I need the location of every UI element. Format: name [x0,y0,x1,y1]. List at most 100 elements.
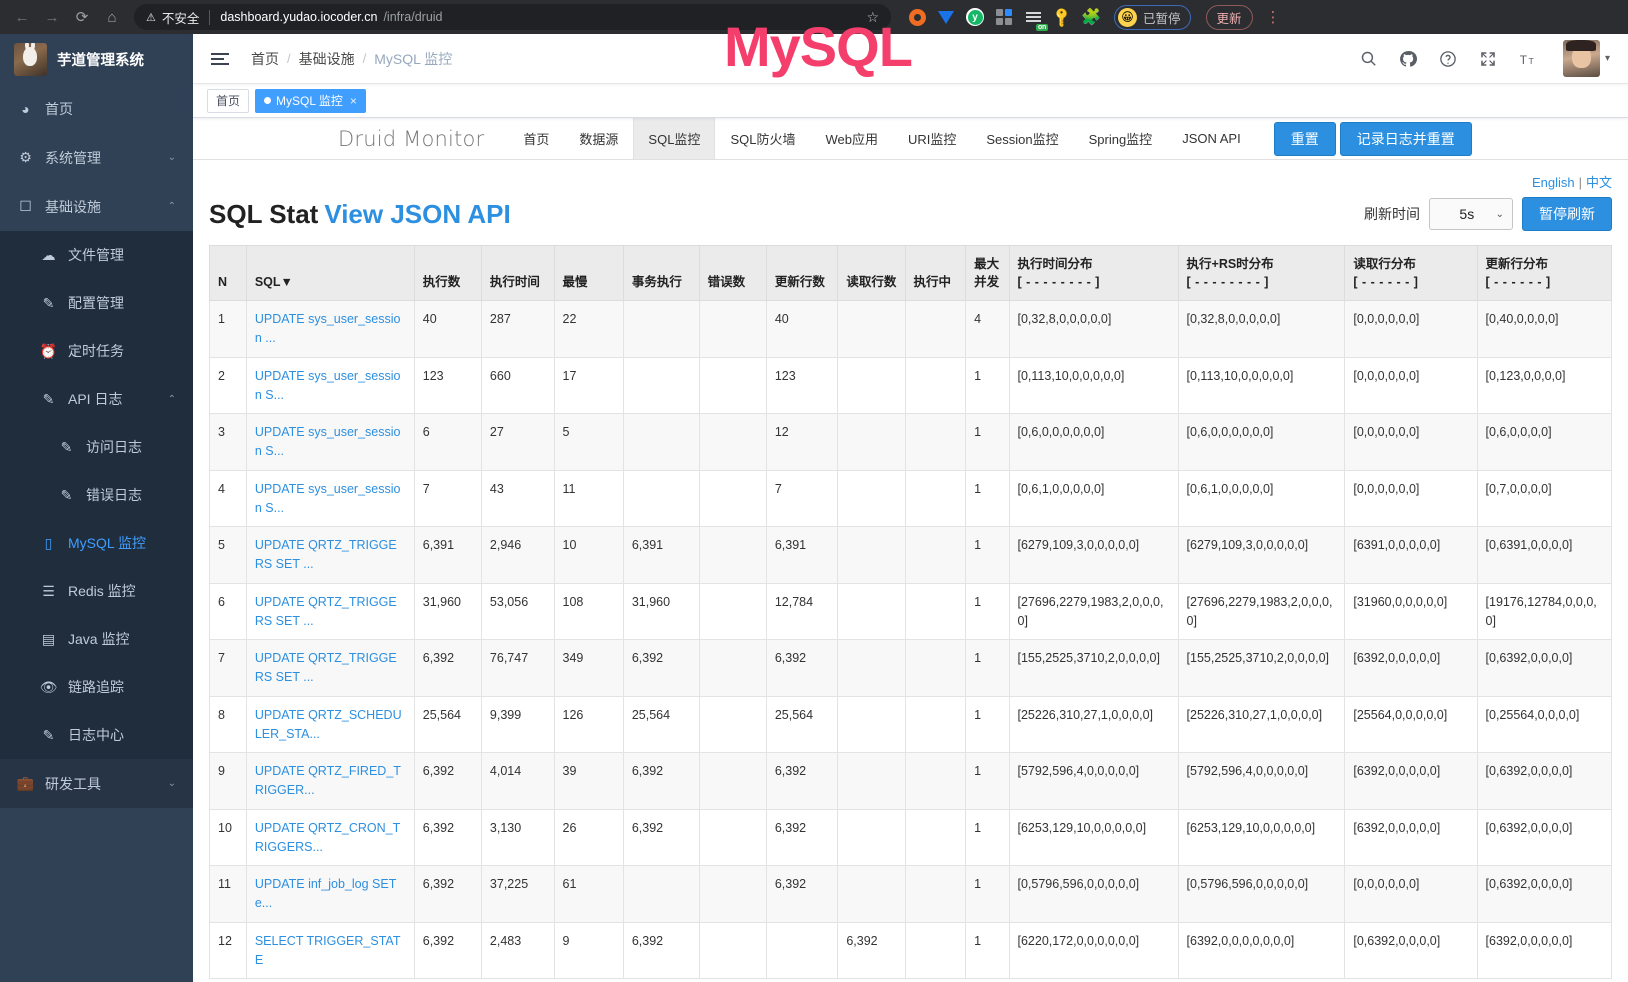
sql-link[interactable]: UPDATE sys_user_session S... [254,368,401,402]
github-icon[interactable] [1399,49,1418,68]
sidebar-item-mysql-monitor[interactable]: ▯ MySQL 监控 [0,519,193,567]
col-exec-count[interactable]: 执行数 [413,244,482,302]
tab-mysql-monitor[interactable]: MySQL 监控 × [255,88,366,113]
cell-n: 8 [209,695,247,754]
col-exec-time[interactable]: 执行时间 [480,244,555,302]
sql-link[interactable]: UPDATE QRTZ_SCHEDULER_STA... [254,707,402,741]
sidebar-item-dev-tools[interactable]: 💼 研发工具 ⌄ [0,759,193,808]
breadcrumb-item-infra[interactable]: 基础设施 [298,50,355,67]
sidebar-item-java-monitor[interactable]: ▤ Java 监控 [0,615,193,663]
col-update-rows[interactable]: 更新行数 [765,244,839,302]
col-max-concurrency[interactable]: 最大并发 [965,244,1010,302]
cell-sql[interactable]: UPDATE sys_user_session S... [245,356,415,415]
druid-tab-sql-firewall[interactable]: SQL防火墙 [730,132,796,147]
col-read-rows[interactable]: 读取行数 [837,244,906,302]
update-button[interactable]: 更新 [1205,4,1253,30]
cell-sql[interactable]: UPDATE QRTZ_TRIGGERS SET ... [245,582,415,641]
breadcrumb-item-home[interactable]: 首页 [251,50,279,67]
tab-home[interactable]: 首页 [207,88,250,113]
sidebar-item-infra[interactable]: ☐ 基础设施 ⌃ [0,182,193,231]
cell-sql[interactable]: SELECT TRIGGER_STATE [245,921,415,980]
sidebar-item-access-log[interactable]: ✎ 访问日志 [0,423,193,471]
forward-icon[interactable]: → [44,8,60,26]
sidebar-item-redis-monitor[interactable]: ☰ Redis 监控 [0,567,193,615]
reset-button[interactable]: 重置 [1273,121,1336,156]
log-and-reset-button[interactable]: 记录日志并重置 [1339,121,1472,156]
cell-sql[interactable]: UPDATE sys_user_session S... [245,469,415,528]
bookmark-star-icon[interactable]: ☆ [866,8,879,25]
col-error-count[interactable]: 错误数 [698,244,767,302]
druid-tab-session-monitor[interactable]: Session监控 [986,132,1059,147]
grid-extension-icon[interactable] [994,7,1014,27]
refresh-interval-select[interactable]: 5s ⌄ [1429,198,1513,230]
profile-paused-pill[interactable]: 😀 已暂停 [1114,4,1191,30]
col-sql[interactable]: SQL▼ [245,244,415,302]
sql-link[interactable]: UPDATE QRTZ_TRIGGERS SET ... [254,651,397,684]
pause-refresh-button[interactable]: 暂停刷新 [1522,197,1612,231]
sql-link[interactable]: UPDATE QRTZ_TRIGGERS SET ... [254,594,397,628]
col-tx-exec[interactable]: 事务执行 [622,244,700,302]
druid-tab-datasource[interactable]: 数据源 [579,132,619,147]
sidebar-item-scheduled-task[interactable]: ⏰ 定时任务 [0,327,193,375]
lang-chinese-link[interactable]: 中文 [1585,175,1612,190]
sql-link[interactable]: UPDATE sys_user_session S... [254,481,401,515]
view-json-api-link[interactable]: View JSON API [324,198,511,229]
address-bar[interactable]: ⚠ 不安全 dashboard.yudao.iocoder.cn /infra/… [134,4,891,30]
fullscreen-icon[interactable] [1479,49,1498,68]
sidebar-item-home[interactable]: ◕ 首页 [0,84,193,133]
sidebar-item-config-manage[interactable]: ✎ 配置管理 [0,279,193,327]
sql-link[interactable]: UPDATE QRTZ_CRON_TRIGGERS... [254,820,401,854]
druid-tab-home[interactable]: 首页 [523,132,550,147]
druid-tab-json-api[interactable]: JSON API [1182,131,1241,146]
help-icon[interactable] [1439,49,1458,68]
cell-exec-count: 6,392 [413,921,482,980]
lang-english-link[interactable]: English [1531,175,1575,190]
sidebar-logo[interactable]: 芋道管理系统 [0,34,193,84]
sidebar-item-log-center[interactable]: ✎ 日志中心 [0,711,193,759]
cell-sql[interactable]: UPDATE QRTZ_CRON_TRIGGERS... [245,808,415,867]
key-extension-icon[interactable]: 🔑 [1049,4,1074,29]
sql-link[interactable]: UPDATE QRTZ_FIRED_TRIGGER... [254,764,401,797]
cell-sql[interactable]: UPDATE inf_job_log SET e... [245,865,415,923]
menu-icon[interactable] [211,52,229,65]
sql-link[interactable]: UPDATE inf_job_log SET e... [254,877,397,910]
druid-tab-web-app[interactable]: Web应用 [825,132,878,147]
sql-link[interactable]: UPDATE QRTZ_TRIGGERS SET ... [254,538,397,571]
blue-diamond-extension-icon[interactable] [936,7,956,27]
druid-tab-spring-monitor[interactable]: Spring监控 [1088,132,1153,147]
sql-link[interactable]: UPDATE sys_user_session S... [254,425,401,458]
sql-link[interactable]: SELECT TRIGGER_STATE [254,933,401,967]
col-running[interactable]: 执行中 [904,244,967,302]
cell-sql[interactable]: UPDATE QRTZ_FIRED_TRIGGER... [245,752,415,810]
close-icon[interactable]: × [349,93,357,108]
reload-icon[interactable]: ⟳ [75,9,89,26]
user-menu[interactable]: ▾ [1562,40,1610,77]
druid-tab-uri-monitor[interactable]: URI监控 [907,132,957,147]
list-on-extension-icon[interactable]: on [1023,7,1048,31]
back-icon[interactable]: ← [14,8,30,26]
orange-circle-extension-icon[interactable] [907,7,927,27]
cell-sql[interactable]: UPDATE QRTZ_TRIGGERS SET ... [245,639,415,697]
cell-sql[interactable]: UPDATE sys_user_session S... [245,413,415,471]
cell-sql[interactable]: UPDATE sys_user_session ... [245,300,415,358]
sidebar-item-file-manage[interactable]: ☁ 文件管理 [0,231,193,279]
puzzle-extensions-icon[interactable]: 🧩 [1081,9,1101,26]
druid-tab-sql-monitor[interactable]: SQL监控 [633,118,716,159]
cell-sql[interactable]: UPDATE QRTZ_SCHEDULER_STA... [245,695,415,754]
cell-update-rows-dist: [0,6392,0,0,0,0] [1476,808,1613,867]
search-icon[interactable] [1359,49,1378,68]
col-slowest[interactable]: 最慢 [553,244,624,302]
browser-menu-icon[interactable]: ⋮ [1265,8,1281,26]
home-icon[interactable]: ⌂ [107,8,117,26]
cell-sql[interactable]: UPDATE QRTZ_TRIGGERS SET ... [245,526,415,584]
top-navbar: 首页 / 基础设施 / MySQL 监控 [193,34,1628,84]
sidebar-item-trace[interactable]: 👁 链路追踪 [0,663,193,711]
sidebar-item-api-log[interactable]: ✎ API 日志 ⌃ [0,375,193,423]
sql-link[interactable]: UPDATE sys_user_session ... [254,312,401,345]
sidebar-item-error-log[interactable]: ✎ 错误日志 [0,471,193,519]
green-check-extension-icon[interactable]: y [965,7,985,27]
col-label: 读取行分布 [1353,257,1416,271]
cell-exec-time-dist: [6279,109,3,0,0,0,0,0] [1008,526,1179,584]
sidebar-item-system[interactable]: ⚙ 系统管理 ⌄ [0,133,193,182]
